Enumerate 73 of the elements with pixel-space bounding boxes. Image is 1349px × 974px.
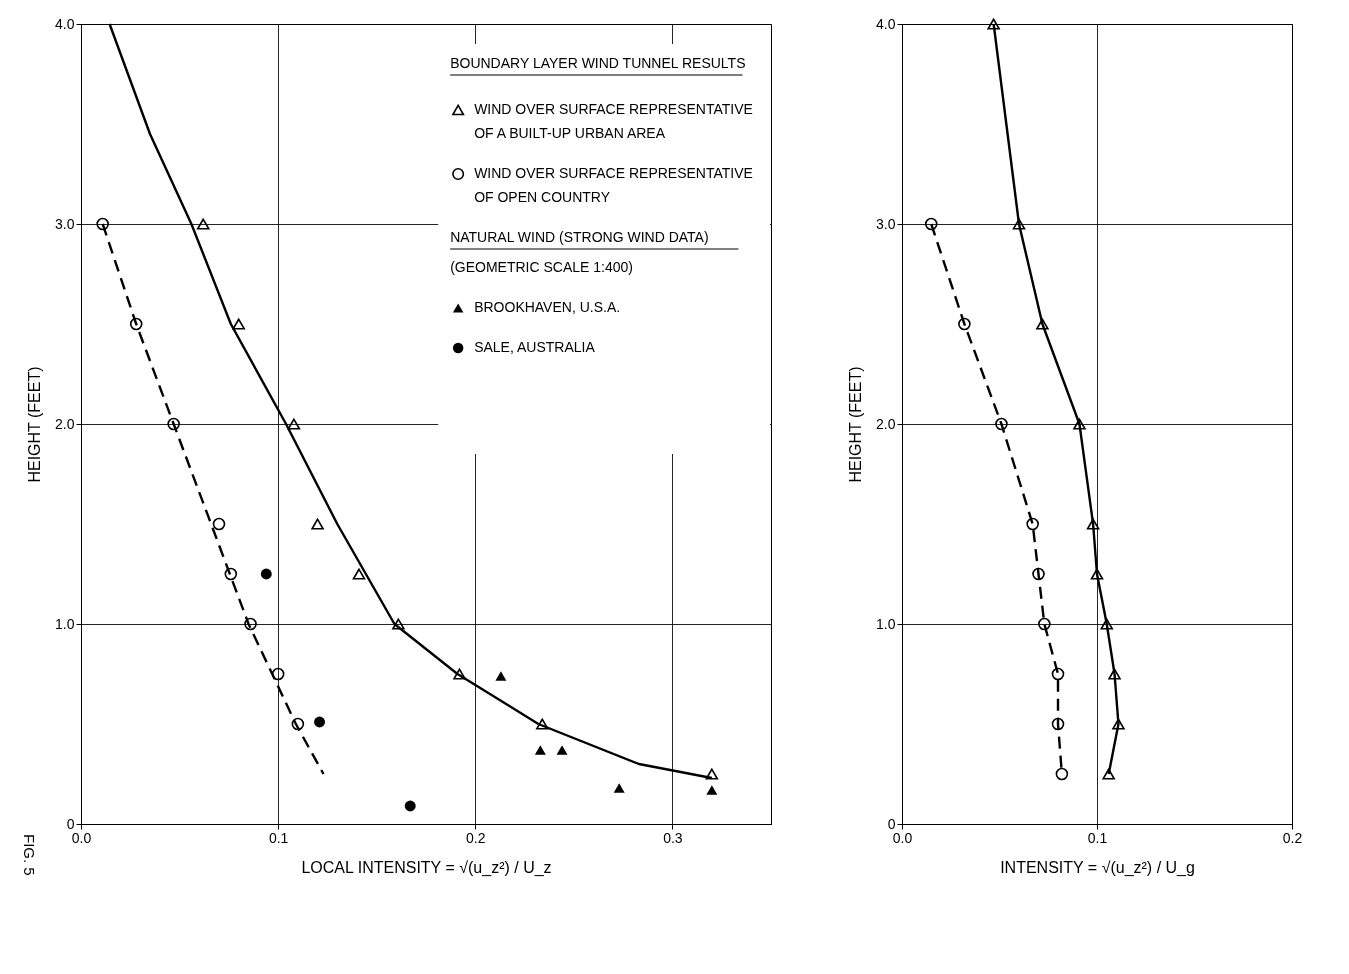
point	[1108, 668, 1121, 680]
legend-label: WIND OVER SURFACE REPRESENTATIVE OF A BUILT-UP URBAN AREA	[474, 101, 753, 141]
point	[392, 618, 405, 630]
point	[96, 217, 109, 231]
x-tick-label: 0.1	[1087, 829, 1108, 846]
point	[534, 745, 546, 755]
point	[495, 671, 507, 681]
y-tick-label: 3.0	[876, 215, 896, 232]
point	[404, 800, 416, 812]
point	[1100, 618, 1114, 630]
x-tick-label: 0.2	[1282, 829, 1303, 846]
point	[1038, 617, 1051, 631]
point	[1055, 767, 1069, 781]
point	[924, 217, 938, 231]
legend-label: WIND OVER SURFACE REPRESENTATIVE OF OPEN COUNTRY	[474, 165, 753, 205]
point	[260, 568, 272, 580]
y-tick-label: 2.0	[55, 415, 75, 432]
point	[352, 568, 366, 580]
point	[1051, 717, 1065, 731]
y-tick-label: 4.0	[55, 15, 75, 32]
point	[1051, 667, 1065, 681]
point	[1036, 318, 1049, 330]
y-tick-label: 1.0	[55, 615, 75, 632]
point	[232, 318, 245, 330]
x-tick-label: 0.2	[466, 829, 486, 846]
x-axis-title: LOCAL INTENSITY = √(u_z²) / U_z	[301, 858, 552, 877]
annotation: NATURAL WIND (STRONG WIND DATA)	[450, 229, 709, 245]
point	[1032, 567, 1045, 581]
x-tick-label: 0.3	[663, 829, 683, 846]
y-tick-label: 0	[66, 815, 75, 832]
annotation: (GEOMETRIC SCALE 1:400)	[450, 259, 633, 275]
legend-title: BOUNDARY LAYER WIND TUNNEL RESULTS	[450, 55, 746, 71]
x-axis-title: INTENSITY = √(u_z²) / U_g	[1000, 858, 1195, 877]
legend-label: SALE, AUSTRALIA	[474, 339, 596, 355]
point	[1026, 517, 1039, 531]
point	[453, 668, 466, 680]
point	[224, 567, 238, 581]
point	[311, 518, 324, 530]
x-tick-label: 0.0	[71, 829, 92, 846]
point	[129, 317, 143, 331]
point	[705, 768, 719, 780]
point	[987, 18, 1000, 30]
point	[1102, 768, 1115, 780]
point	[556, 745, 568, 755]
point	[1112, 718, 1125, 730]
point	[1012, 218, 1026, 230]
point	[291, 717, 305, 731]
point	[1090, 568, 1104, 580]
point	[958, 317, 971, 331]
y-tick-label: 3.0	[55, 215, 75, 232]
y-axis-title: HEIGHT (FEET)	[847, 366, 865, 483]
x-tick-label: 0.1	[268, 829, 289, 846]
y-axis-title: HEIGHT (FEET)	[26, 366, 44, 483]
point	[706, 785, 718, 795]
point	[212, 517, 226, 531]
point	[287, 418, 301, 430]
point	[1073, 418, 1086, 430]
y-tick-label: 2.0	[876, 415, 896, 432]
y-tick-label: 1.0	[876, 615, 896, 632]
point	[244, 617, 257, 631]
point	[196, 218, 210, 230]
point	[271, 667, 285, 681]
point	[314, 716, 326, 728]
point	[1086, 518, 1100, 530]
point	[167, 417, 180, 431]
legend-label: BROOKHAVEN, U.S.A.	[474, 299, 621, 315]
point	[995, 417, 1008, 431]
point	[536, 718, 549, 730]
y-tick-label: 4.0	[876, 15, 896, 32]
y-tick-label: 0	[887, 815, 896, 832]
point	[613, 783, 625, 793]
x-tick-label: 0.0	[892, 829, 913, 846]
caption: FIG. 5	[21, 834, 38, 876]
